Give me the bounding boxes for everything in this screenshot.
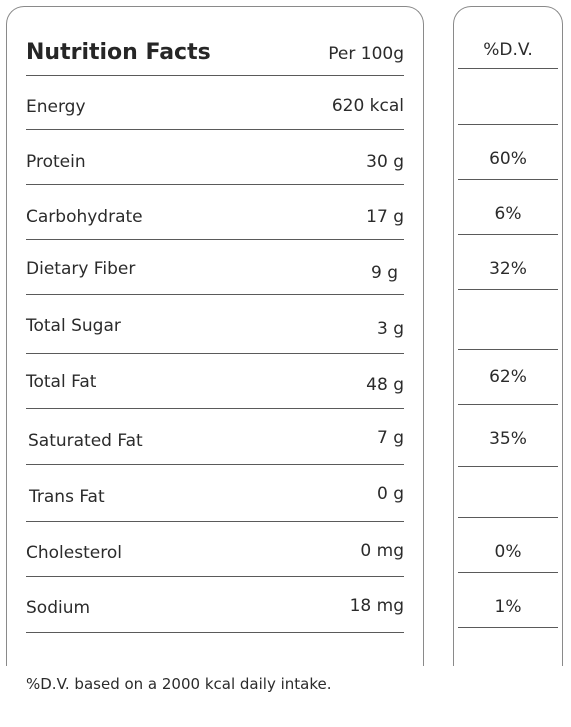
nutrient-label: Protein [26,152,86,172]
daily-value-percent: 35% [489,429,527,449]
serving-basis: Per 100g [328,44,404,64]
nutrient-label: Cholesterol [26,543,122,563]
nutrition-facts-panel: Nutrition Facts Per 100g Energy 620 kcal… [6,6,424,666]
nutrient-amount: 48 g [366,375,404,395]
nutrient-amount: 0 g [376,484,404,504]
nutrient-amount: 30 g [366,152,404,172]
daily-value-title: %D.V. [483,40,533,60]
daily-value-header: %D.V. [458,7,558,69]
daily-value-percent: 6% [494,204,522,224]
daily-value-percent: 32% [489,259,527,279]
nutrient-amount: 620 kcal [331,96,404,116]
nutrient-amount: 18 mg [349,596,404,616]
nutrient-row-trans-fat: Trans Fat 0 g [26,465,404,522]
nutrient-label: Carbohydrate [26,207,143,227]
nutrient-row-carbohydrate: Carbohydrate 17 g [26,185,404,240]
nutrition-title: Nutrition Facts [26,40,211,65]
daily-value-total-sugar [458,290,558,350]
nutrient-label: Total Sugar [26,316,121,336]
nutrition-header: Nutrition Facts Per 100g [26,7,404,76]
daily-value-dietary-fiber: 32% [458,235,558,290]
nutrient-amount: 0 mg [360,541,404,561]
nutrient-amount: 17 g [366,207,404,227]
daily-value-total-fat: 62% [458,350,558,405]
daily-value-protein: 60% [458,125,558,180]
nutrient-amount: 9 g [370,263,398,283]
daily-value-cholesterol: 0% [458,518,558,573]
nutrient-amount: 3 g [376,319,404,339]
daily-value-panel: %D.V. 60% 6% 32% 62% 35% 0% 1% [453,6,563,666]
daily-value-carbohydrate: 6% [458,180,558,235]
nutrient-row-total-fat: Total Fat 48 g [26,354,404,409]
nutrient-label: Total Fat [26,372,97,392]
daily-value-saturated-fat: 35% [458,405,558,467]
nutrient-row-dietary-fiber: Dietary Fiber 9 g [26,240,404,295]
daily-value-percent: 0% [494,542,522,562]
nutrient-row-protein: Protein 30 g [26,130,404,185]
nutrient-label: Dietary Fiber [26,259,136,279]
nutrient-row-total-sugar: Total Sugar 3 g [26,295,404,354]
daily-value-energy [458,69,558,125]
daily-value-trans-fat [458,467,558,518]
nutrient-label: Saturated Fat [28,431,143,451]
daily-value-percent: 62% [489,367,527,387]
nutrient-label: Sodium [26,598,91,618]
nutrient-row-sodium: Sodium 18 mg [26,577,404,633]
nutrient-amount: 7 g [376,428,404,448]
daily-value-percent: 1% [494,597,522,617]
daily-value-footnote: %D.V. based on a 2000 kcal daily intake. [26,675,332,693]
daily-value-percent: 60% [489,149,527,169]
nutrient-row-cholesterol: Cholesterol 0 mg [26,522,404,577]
nutrient-label: Energy [26,97,86,117]
nutrient-label: Trans Fat [29,487,105,507]
daily-value-sodium: 1% [458,573,558,628]
nutrient-row-saturated-fat: Saturated Fat 7 g [26,409,404,465]
nutrient-row-energy: Energy 620 kcal [26,75,404,130]
